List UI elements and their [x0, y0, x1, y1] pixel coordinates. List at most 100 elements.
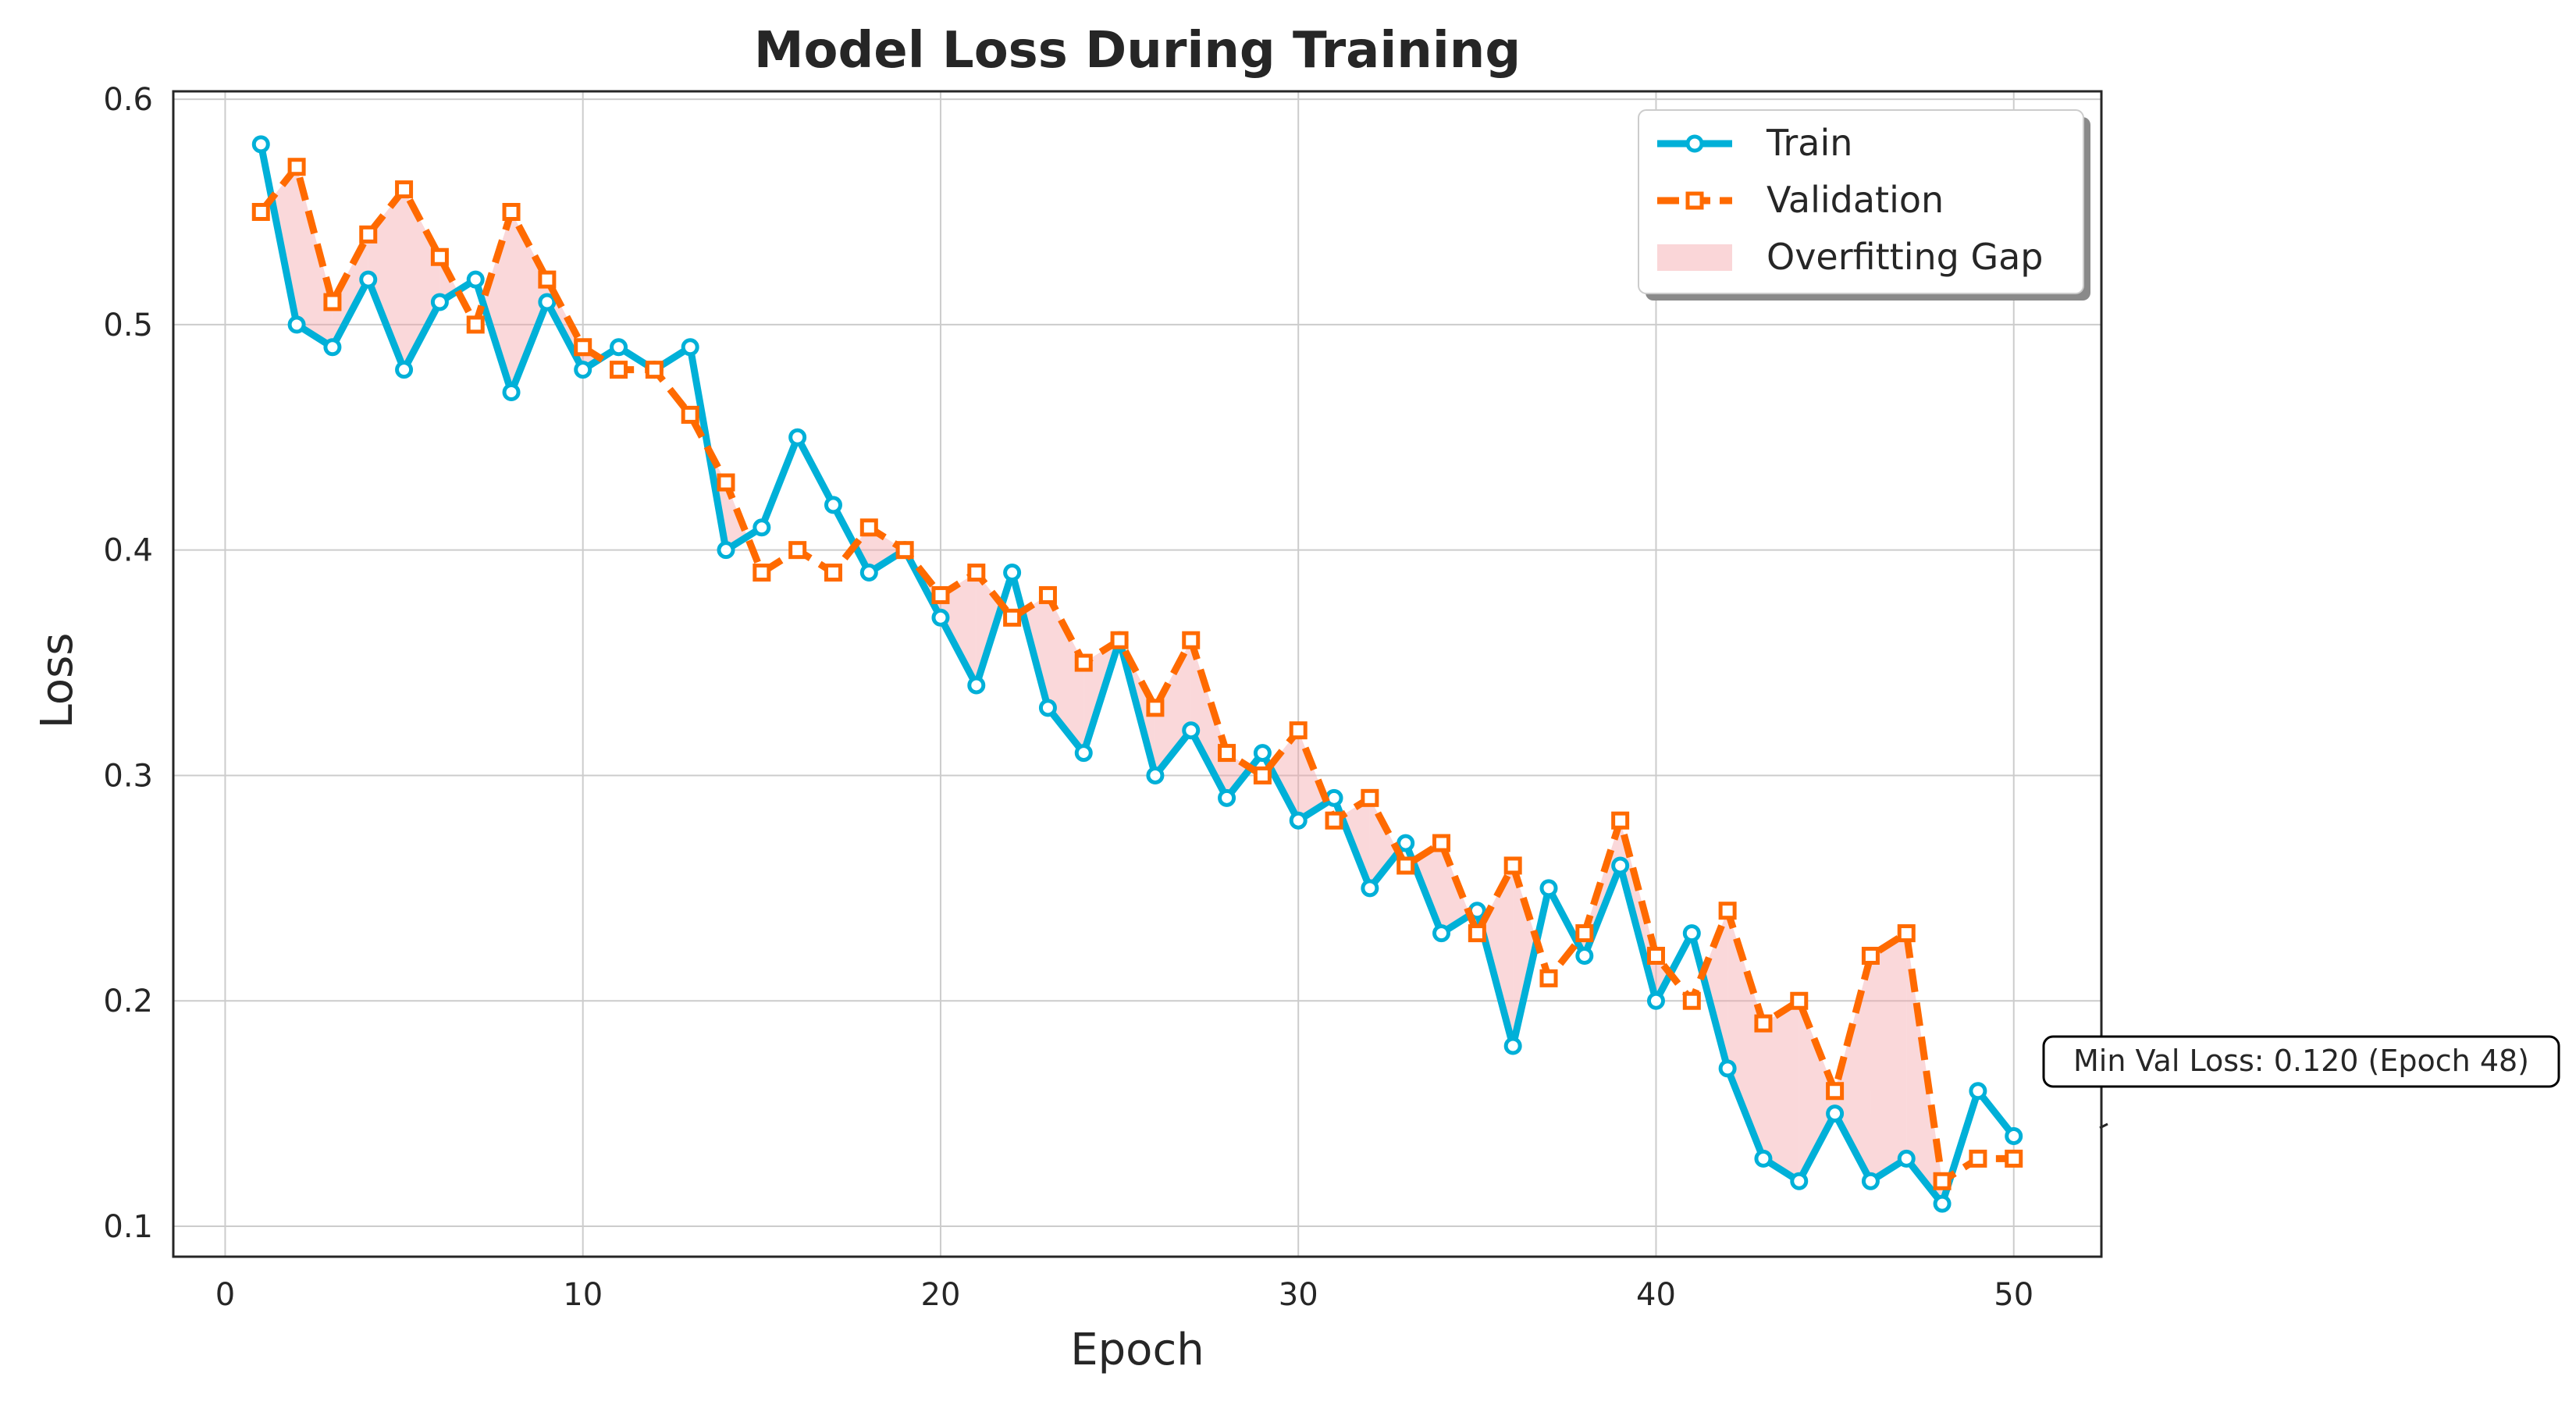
gap-fill-segment [1799, 1001, 1835, 1182]
validation-point [1361, 788, 1379, 807]
validation-point [1754, 1014, 1773, 1033]
validation-point [645, 361, 664, 379]
annotation-arrow [2099, 1122, 2108, 1129]
train-point [717, 541, 735, 560]
validation-point [1646, 946, 1665, 965]
validation-point [824, 564, 842, 582]
train-point [1861, 1172, 1880, 1190]
legend-gap-swatch [1657, 244, 1732, 271]
min-val-annotation: Min Val Loss: 0.120 (Epoch 48) [2042, 1035, 2560, 1129]
gap-fill-segment [1190, 640, 1227, 799]
gap-fill-segment [332, 234, 368, 347]
x-axis-ticks: 0 10 20 30 40 50 [215, 1277, 2033, 1313]
validation-point [466, 315, 485, 334]
y-tick-label: 0.4 [103, 533, 153, 569]
gap-fill-segment [1727, 910, 1763, 1159]
train-point [502, 383, 521, 402]
validation-point [967, 564, 986, 582]
validation-point [323, 293, 342, 311]
y-tick-label: 0.1 [103, 1209, 153, 1245]
train-point [1539, 879, 1558, 898]
validation-point [287, 158, 306, 176]
train-point [1397, 834, 1415, 852]
train-point [1682, 924, 1701, 943]
overfitting-gap-fill [272, 166, 1952, 1204]
validation-point [717, 473, 735, 492]
x-tick-label: 0 [215, 1277, 235, 1313]
validation-point [1289, 721, 1308, 740]
train-point [1038, 699, 1057, 717]
validation-point [1611, 811, 1630, 830]
validation-series [251, 158, 2023, 1190]
train-point [1754, 1149, 1773, 1168]
legend-validation-marker [1685, 191, 1704, 210]
validation-point [1182, 631, 1201, 649]
y-tick-label: 0.3 [103, 758, 153, 794]
train-point [395, 361, 414, 379]
validation-point [859, 518, 878, 537]
train-point [359, 270, 378, 289]
validation-point [1253, 766, 1272, 784]
validation-point [895, 541, 914, 560]
x-axis-label: Epoch [1070, 1325, 1204, 1375]
validation-point [1038, 585, 1057, 604]
train-point [1003, 564, 1022, 582]
gap-fill-segment [1269, 730, 1299, 821]
train-point [1718, 1059, 1737, 1078]
gap-fill-segment [1870, 933, 1907, 1182]
train-point [753, 518, 771, 537]
validation-point [1539, 969, 1558, 987]
train-point [1933, 1194, 1952, 1213]
validation-point [931, 585, 950, 604]
train-point [1146, 766, 1165, 784]
train-point [681, 338, 699, 357]
x-tick-label: 50 [1994, 1277, 2033, 1313]
validation-point [1897, 924, 1916, 943]
legend-train-label: Train [1766, 122, 1852, 164]
y-tick-label: 0.2 [103, 984, 153, 1019]
train-point [610, 338, 628, 357]
validation-line [258, 163, 2014, 1185]
train-point [1969, 1082, 1987, 1101]
train-point [1897, 1149, 1916, 1168]
train-point [1218, 788, 1236, 807]
y-axis-label: Loss [32, 633, 83, 729]
train-point [538, 293, 557, 311]
validation-point [1218, 744, 1236, 763]
y-tick-label: 0.5 [103, 308, 153, 343]
gap-fill-segment [1763, 1001, 1799, 1182]
train-point [287, 315, 306, 334]
train-point [1253, 744, 1272, 763]
validation-point [1682, 991, 1701, 1010]
annotation-box [2042, 1035, 2560, 1088]
x-tick-label: 10 [563, 1277, 603, 1313]
train-point [466, 270, 485, 289]
train-point [430, 293, 449, 311]
train-point [1361, 879, 1379, 898]
train-point [859, 564, 878, 582]
legend-gap-label: Overfitting Gap [1767, 236, 2043, 278]
validation-point [1146, 699, 1165, 717]
validation-point [1933, 1172, 1952, 1190]
validation-point [251, 202, 270, 221]
train-point [824, 496, 842, 514]
validation-point [502, 202, 521, 221]
validation-point [1969, 1149, 1987, 1168]
train-point [2005, 1127, 2023, 1146]
gap-fill-segment [1513, 865, 1537, 1046]
series-layer [251, 135, 2023, 1213]
validation-point [1861, 946, 1880, 965]
validation-point [1432, 834, 1451, 852]
x-tick-label: 40 [1636, 1277, 1676, 1313]
validation-point [359, 225, 378, 244]
train-point [967, 676, 986, 695]
train-point [1503, 1037, 1522, 1055]
validation-point [430, 247, 449, 266]
train-point [1074, 744, 1093, 763]
y-tick-label: 0.6 [103, 82, 153, 118]
validation-point [1397, 856, 1415, 875]
gap-fill-segment [869, 527, 906, 573]
validation-point [681, 405, 699, 424]
train-point [1611, 856, 1630, 875]
validation-point [1790, 991, 1809, 1010]
